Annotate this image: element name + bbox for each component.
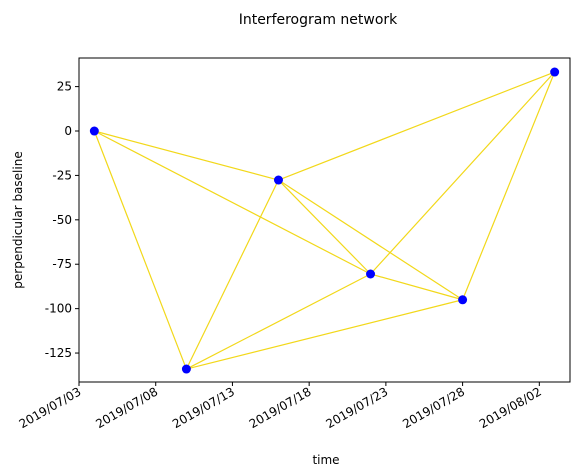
y-tick-label: -25 bbox=[52, 168, 72, 182]
edge bbox=[94, 130, 371, 275]
point bbox=[550, 67, 560, 77]
point bbox=[458, 295, 468, 305]
edge bbox=[370, 273, 463, 301]
x-tick-label: 2019/07/13 bbox=[170, 384, 237, 431]
y-tick-label: -100 bbox=[45, 302, 72, 316]
y-tick-label: 25 bbox=[57, 80, 72, 94]
x-tick-label: 2019/08/02 bbox=[477, 384, 544, 431]
x-axis-label: time bbox=[312, 453, 339, 467]
edge bbox=[278, 179, 463, 301]
edge bbox=[370, 71, 556, 275]
x-tick-label: 2019/07/28 bbox=[400, 384, 467, 431]
y-tick-label: 0 bbox=[64, 124, 72, 138]
edge bbox=[186, 299, 463, 370]
edge bbox=[94, 130, 279, 181]
x-tick-label: 2019/07/18 bbox=[247, 384, 314, 431]
point bbox=[366, 269, 376, 279]
y-tick-label: -75 bbox=[52, 257, 72, 271]
edge bbox=[278, 179, 371, 275]
y-tick-label: -50 bbox=[52, 213, 72, 227]
point bbox=[273, 175, 283, 185]
edge bbox=[186, 273, 371, 370]
x-tick-label: 2019/07/08 bbox=[93, 384, 160, 431]
chart-title: Interferogram network bbox=[239, 12, 398, 28]
edge bbox=[278, 71, 555, 181]
edge bbox=[93, 130, 187, 370]
point bbox=[181, 364, 191, 374]
plot-frame bbox=[78, 57, 571, 383]
y-axis-label: perpendicular baseline bbox=[11, 151, 25, 288]
edge bbox=[185, 179, 280, 370]
y-tick-label: -125 bbox=[45, 346, 72, 360]
point bbox=[89, 126, 99, 136]
x-tick-label: 2019/07/23 bbox=[323, 384, 390, 431]
x-tick-label: 2019/07/03 bbox=[17, 384, 84, 431]
edge bbox=[462, 71, 556, 300]
